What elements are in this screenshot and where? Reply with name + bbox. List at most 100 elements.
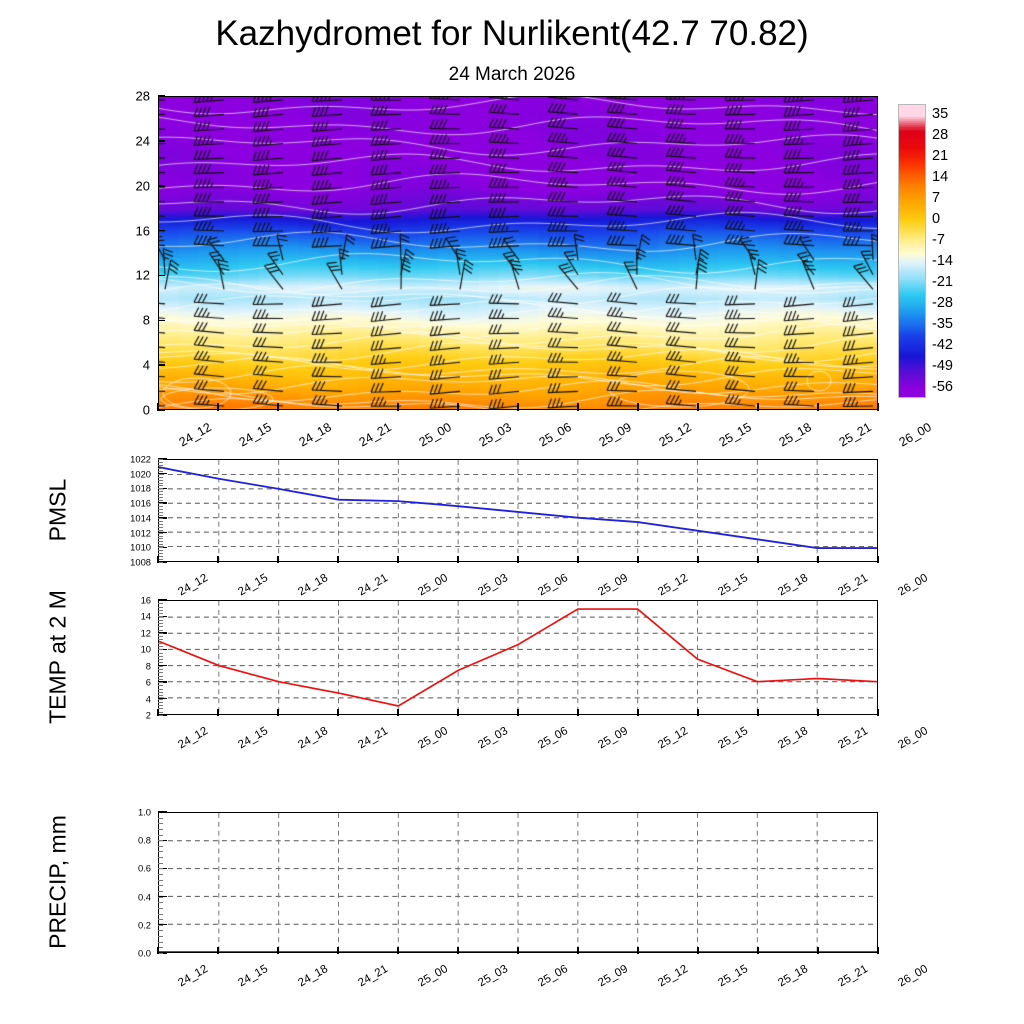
tick-mark <box>817 709 819 716</box>
tick-mark <box>158 952 167 954</box>
cross-section-ytick-20: 20 <box>135 178 150 194</box>
minor-tick-mark <box>158 672 163 674</box>
cross-section-ytick-8: 8 <box>142 312 150 328</box>
minor-tick-mark <box>158 896 163 898</box>
cross-section-xtick-24_21: 24_21 <box>356 420 394 450</box>
tick-mark <box>337 403 339 411</box>
tick-mark <box>397 947 399 954</box>
precip-ytick-0p6: 0.6 <box>137 862 151 874</box>
minor-tick-mark <box>158 626 163 628</box>
cross-section-xtick-24_12: 24_12 <box>176 420 214 450</box>
tick-mark <box>158 319 165 322</box>
minor-tick-mark <box>158 559 163 561</box>
pmsl-line <box>159 466 877 549</box>
pmsl-xtick-25_15: 25_15 <box>716 572 750 599</box>
precip-xtick-25_06: 25_06 <box>536 963 570 990</box>
tick-mark <box>158 185 165 187</box>
temp-at-2m-ytick-14: 14 <box>140 610 151 622</box>
temp-xtick-24_18: 24_18 <box>296 725 330 752</box>
tick-mark <box>158 681 167 683</box>
precip-xtick-25_15: 25_15 <box>716 963 750 990</box>
minor-tick-mark <box>158 613 163 615</box>
minor-tick-mark <box>158 678 163 680</box>
tick-mark <box>757 556 759 563</box>
minor-tick-mark <box>158 715 163 716</box>
tick-mark <box>457 403 459 411</box>
temp-xtick-25_18: 25_18 <box>776 725 810 752</box>
pmsl-xtick-25_21: 25_21 <box>836 572 870 599</box>
precip-ytick-0p4: 0.4 <box>137 891 151 903</box>
colorbar-tick-0: 0 <box>932 211 941 228</box>
colorbar-tick-14: 14 <box>932 169 949 186</box>
tick-mark <box>577 403 579 411</box>
cross-section-x-axis: 24_12 24_15 24_18 24_21 25_00 25_03 25_06 25_09… <box>157 403 934 458</box>
tick-mark <box>277 947 279 954</box>
temp-at-2m-ytick-6: 6 <box>145 676 151 688</box>
minor-tick-mark <box>158 526 163 528</box>
tick-mark <box>397 709 399 716</box>
cross-section-xtick-24_15: 24_15 <box>236 420 274 450</box>
cross-section-xtick-26_00: 26_00 <box>896 420 934 450</box>
tick-mark <box>217 709 219 716</box>
tick-mark <box>697 403 699 411</box>
colorbar-gradient <box>898 104 926 398</box>
minor-tick-mark <box>158 941 163 943</box>
colorbar-tick-21: 21 <box>932 148 949 165</box>
minor-tick-mark <box>158 497 163 499</box>
pmsl-xtick-25_06: 25_06 <box>536 572 570 599</box>
precip-x-axis: 24_12 24_15 24_18 24_21 25_00 25_03 25_06 25_09… <box>157 947 930 1001</box>
precip-xtick-25_03: 25_03 <box>476 963 510 990</box>
minor-tick-mark <box>158 659 163 661</box>
temp-xtick-25_09: 25_09 <box>596 725 630 752</box>
minor-tick-mark <box>158 695 163 697</box>
tick-mark <box>337 947 339 954</box>
minor-tick-mark <box>158 851 163 853</box>
minor-tick-mark <box>158 623 163 624</box>
pmsl-xtick-25_00: 25_00 <box>416 572 450 599</box>
temp-xtick-25_12: 25_12 <box>656 725 690 752</box>
precip-xtick-25_21: 25_21 <box>836 963 870 990</box>
cross-section-xtick-25_15: 25_15 <box>716 420 754 450</box>
tick-mark <box>158 531 167 534</box>
colorbar-tick-neg42: -42 <box>932 337 953 354</box>
minor-tick-mark <box>158 476 163 478</box>
minor-tick-mark <box>158 862 163 864</box>
colorbar <box>898 104 926 398</box>
minor-tick-mark <box>158 553 163 555</box>
cross-section-xtick-25_03: 25_03 <box>476 420 514 450</box>
tick-mark <box>158 714 167 716</box>
pmsl-ytick-1018: 1018 <box>130 482 151 494</box>
pmsl-xtick-26_00: 26_00 <box>896 572 930 599</box>
tick-mark <box>397 556 399 563</box>
minor-tick-mark <box>158 473 163 475</box>
minor-tick-mark <box>158 857 163 859</box>
temp-plot <box>158 600 878 715</box>
tick-mark <box>157 709 159 716</box>
tick-mark <box>158 473 167 475</box>
minor-tick-mark <box>158 907 163 909</box>
tick-mark <box>637 556 639 563</box>
minor-tick-mark <box>158 708 163 710</box>
tick-mark <box>697 709 699 716</box>
minor-tick-mark <box>158 698 163 700</box>
tick-mark <box>217 947 219 954</box>
pmsl-xtick-24_21: 24_21 <box>356 572 390 599</box>
minor-tick-mark <box>158 636 163 638</box>
tick-mark <box>157 947 159 954</box>
minor-tick-mark <box>158 705 163 707</box>
temp-xtick-24_15: 24_15 <box>236 725 270 752</box>
precip-axis-label: PRECIP, mm <box>44 815 71 949</box>
tick-mark <box>517 403 519 411</box>
tick-mark <box>757 947 759 954</box>
minor-tick-mark <box>158 482 163 484</box>
minor-tick-mark <box>158 930 163 932</box>
minor-tick-mark <box>158 652 163 654</box>
minor-tick-mark <box>158 879 163 881</box>
cross-section-xtick-25_18: 25_18 <box>776 420 814 450</box>
temp-svg <box>159 601 877 714</box>
minor-tick-mark <box>158 902 163 904</box>
minor-tick-mark <box>158 547 163 549</box>
tick-mark <box>157 403 159 411</box>
minor-tick-mark <box>158 669 163 670</box>
tick-mark <box>457 709 459 716</box>
